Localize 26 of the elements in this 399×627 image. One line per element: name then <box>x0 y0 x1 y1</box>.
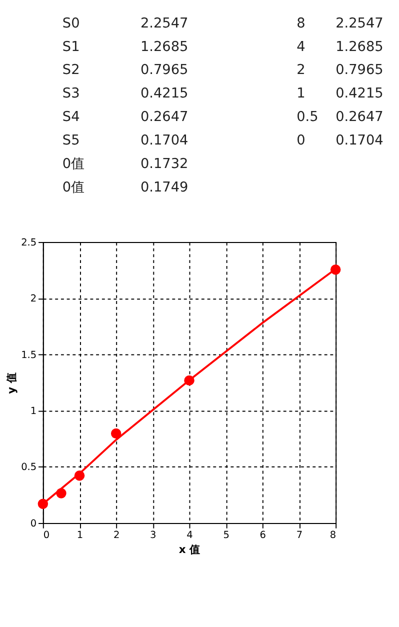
x-tick-label: 3 <box>150 530 156 542</box>
y-tick-label: 0 <box>30 518 37 530</box>
text: S5 0.1704 0 0.1704 <box>62 132 384 148</box>
y-tick-label: 1.5 <box>21 350 37 361</box>
text: S1 1.2685 4 1.2685 <box>62 38 384 55</box>
x-tick-label: 5 <box>223 530 230 542</box>
x-tick-label: 7 <box>296 530 303 542</box>
text: 0值 0.1732 <box>62 156 188 172</box>
text: S3 0.4215 1 0.4215 <box>62 86 384 102</box>
y-tick-label: 2.5 <box>21 237 37 248</box>
x-tick-label: 1 <box>76 530 84 542</box>
x-tick-label: 8 <box>330 530 336 542</box>
text: S2 0.7965 2 0.7965 <box>62 62 384 78</box>
x-tick-label: 6 <box>260 530 266 542</box>
x-tick-label: 0 <box>43 530 50 542</box>
x-tick-label: 2 <box>113 530 120 542</box>
point <box>110 428 122 439</box>
text: S0 2.2547 8 2.2547 <box>62 15 384 32</box>
text: 0值 0.1749 <box>62 179 188 196</box>
x-tick-label: 4 <box>186 530 193 542</box>
y-tick-label: 0.5 <box>21 462 37 474</box>
text: S4 0.2647 0.5 0.2647 <box>62 109 384 126</box>
y-tick-label: 2 <box>30 294 37 305</box>
x-axis-title: x 值 <box>178 542 201 556</box>
y-tick-label: 1 <box>30 406 37 418</box>
y-axis-title: y 值 <box>5 372 18 394</box>
